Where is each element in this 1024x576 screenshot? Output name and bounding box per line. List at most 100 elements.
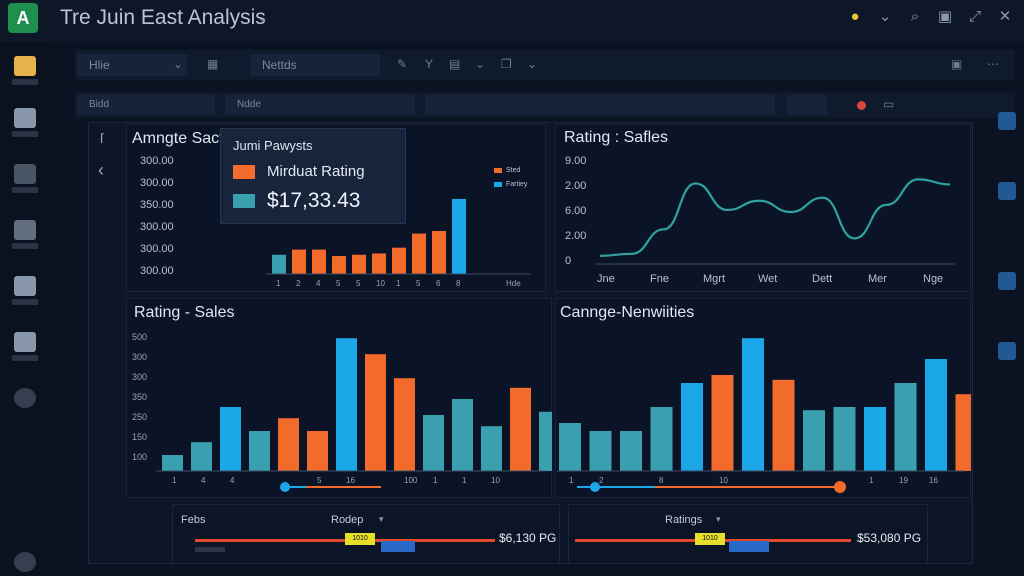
x-tick-label: 4	[201, 476, 206, 485]
x-tick-label: 1	[462, 476, 467, 485]
bar	[336, 338, 357, 471]
filter-bar: Bidd Ndde ▭	[75, 92, 1015, 118]
sidebar-item-account[interactable]	[8, 552, 42, 576]
app-logo-icon[interactable]: A	[8, 3, 38, 33]
x-tick-label: 1	[569, 476, 574, 485]
sidebar-item-analytics[interactable]	[8, 276, 42, 316]
grid-icon[interactable]: ▦	[207, 57, 219, 71]
panel-title: Rating : Safles	[564, 129, 669, 146]
tool-icon[interactable]	[998, 182, 1016, 200]
sidebar-item-settings[interactable]	[8, 332, 42, 372]
table-icon[interactable]: ▤	[449, 57, 461, 71]
x-tick-label: 10	[491, 476, 500, 485]
filter-dropdown-1[interactable]: Bidd	[77, 95, 215, 115]
y-tick-label: 500	[132, 332, 147, 342]
sidebar-item-reports[interactable]	[8, 108, 42, 148]
chevron-down-icon[interactable]: ⌄	[527, 57, 538, 71]
pen-icon[interactable]: ✎	[397, 57, 408, 71]
sidebar-item-home[interactable]	[8, 56, 42, 96]
y-tick-label: 300.00	[140, 221, 174, 233]
chevron-down-icon[interactable]: ⌄	[475, 57, 486, 71]
bar	[589, 431, 612, 471]
toolbar-dropdown-2[interactable]: Nettds	[250, 54, 380, 76]
line-series	[599, 178, 951, 257]
y-tick-label: 300	[132, 352, 147, 362]
camera-icon[interactable]: ▭	[883, 97, 895, 111]
bar	[742, 338, 764, 471]
change-bar-chart: 1 2 8 10 1 19 16	[557, 338, 971, 493]
summary-row-left: Febs Rodep ▾ 1010 $6,130 PG	[172, 504, 560, 564]
y-tick-label: 300.00	[140, 177, 174, 189]
more-icon[interactable]: ⋯	[987, 57, 999, 71]
panel-title: Cannge-Nenwiities	[560, 304, 695, 321]
tooltip-row: $17,33.43	[233, 189, 360, 213]
tool-icon[interactable]	[998, 272, 1016, 290]
tooltip-row: Mirduat Rating	[233, 163, 365, 180]
close-icon[interactable]: ✕	[998, 8, 1012, 25]
x-tick-label: 1	[276, 279, 281, 288]
bar	[292, 249, 306, 274]
copy-icon[interactable]: ❐	[501, 57, 512, 71]
x-tick-label: 100	[404, 476, 418, 485]
filter-field-3[interactable]	[425, 95, 775, 115]
title-chevron-down-icon[interactable]: ⌄	[257, 9, 269, 25]
database-icon	[14, 220, 36, 240]
tool-icon[interactable]	[998, 342, 1016, 360]
filter-dropdown-2[interactable]: Ndde	[225, 95, 415, 115]
panel-title: Amngte Sacts	[132, 130, 232, 147]
range-slider-handle	[834, 481, 846, 493]
chevron-down-icon[interactable]: ▾	[379, 514, 384, 524]
chevron-down-icon[interactable]: ⌄	[878, 8, 892, 25]
settings-icon	[14, 332, 36, 352]
filter-button[interactable]	[787, 95, 827, 115]
filter-icon[interactable]: Y	[425, 57, 434, 71]
x-tick-label: 1	[869, 476, 874, 485]
x-tick-label: 2	[296, 279, 301, 288]
help-icon	[14, 388, 36, 408]
sidebar-item-data[interactable]	[8, 220, 42, 260]
folder-icon	[14, 56, 36, 76]
rating-sales-line-chart: 9.00 2.00 6.00 2.00 0 Jne Fne Mgrt Wet Dett Mer Ng…	[565, 155, 955, 285]
x-tick-label: 1	[172, 476, 177, 485]
x-tick-label: Mgrt	[703, 273, 725, 285]
y-tick-label: 100	[132, 452, 147, 462]
notification-icon[interactable]: ●	[850, 8, 860, 25]
chevron-down-icon[interactable]: ▾	[716, 514, 721, 524]
x-tick-label: 16	[346, 476, 355, 485]
bar	[864, 407, 886, 471]
x-tick-label: Mer	[868, 273, 887, 285]
bar	[681, 383, 703, 471]
sidebar-item-help[interactable]	[8, 388, 42, 428]
search-icon[interactable]: ⌕	[910, 8, 920, 25]
bar	[191, 442, 212, 471]
y-tick-label: 9.00	[565, 155, 586, 167]
value-chip	[381, 541, 415, 552]
bar	[620, 431, 642, 471]
tool-icon[interactable]	[998, 112, 1016, 130]
chevron-left-icon[interactable]: ‹	[98, 160, 104, 180]
chevron-down-icon[interactable]: ⌄	[173, 57, 184, 71]
x-tick-label: Hde	[506, 279, 521, 288]
toolbar-dropdown-1[interactable]: Hlie	[77, 54, 187, 76]
bar	[272, 254, 286, 274]
app-title: Tre Juin East Analysis	[60, 6, 266, 29]
value-badge: 1010	[345, 533, 375, 545]
bar	[220, 407, 241, 471]
bar	[510, 387, 531, 471]
y-tick-label: 350	[132, 392, 147, 402]
record-icon[interactable]	[857, 101, 866, 110]
x-tick-label: Nge	[923, 273, 943, 285]
bar	[307, 431, 328, 471]
expand-icon[interactable]: ⤢	[968, 8, 981, 25]
tooltip-label: Mirduat Rating	[267, 163, 365, 180]
x-tick-label: 16	[929, 476, 938, 485]
x-tick-label: 4	[230, 476, 235, 485]
bar	[803, 410, 825, 471]
window-restore-icon[interactable]: ▣	[937, 8, 953, 25]
x-tick-label: 10	[719, 476, 728, 485]
bar	[332, 256, 346, 274]
bar	[452, 399, 473, 471]
sidebar	[0, 42, 50, 576]
panel-icon[interactable]: ▣	[951, 57, 963, 71]
sidebar-item-tools[interactable]	[8, 164, 42, 204]
